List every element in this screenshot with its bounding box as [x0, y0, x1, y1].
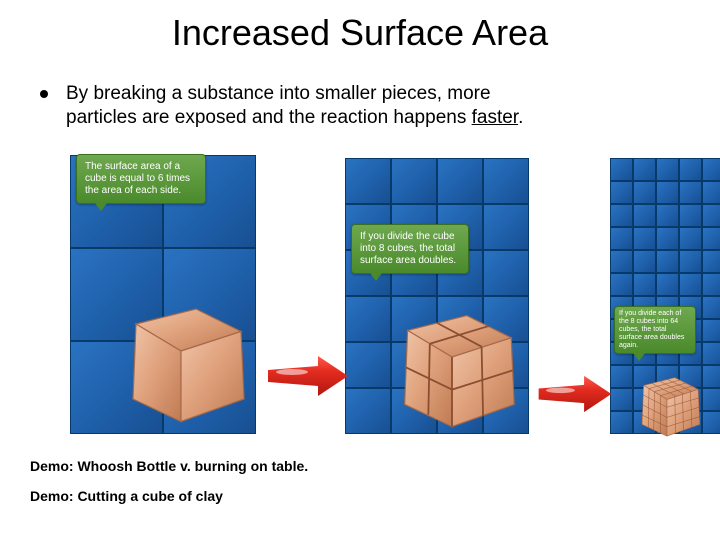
bullet-prefix: By breaking a substance into smaller pie… [66, 83, 491, 128]
grid-cell [483, 158, 529, 204]
grid-cell [656, 227, 679, 250]
grid-cell [679, 227, 702, 250]
grid-cell [345, 158, 391, 204]
grid-cell [610, 158, 633, 181]
grid-cell [437, 158, 483, 204]
bullet-text: By breaking a substance into smaller pie… [66, 82, 526, 130]
grid-cell [610, 181, 633, 204]
demo-list: Demo: Whoosh Bottle v. burning on table.… [30, 458, 308, 518]
callout-1: The surface area of a cube is equal to 6… [76, 154, 206, 204]
grid-cell [483, 204, 529, 250]
arrow-2-icon [536, 374, 614, 419]
grid-cell [656, 250, 679, 273]
grid-cell [702, 158, 720, 181]
grid-cell [702, 181, 720, 204]
grid-cell [656, 158, 679, 181]
grid-cell [679, 181, 702, 204]
grid-cell [679, 158, 702, 181]
grid-cell [702, 273, 720, 296]
diagram-container: The surface area of a cube is equal to 6… [70, 144, 710, 434]
grid-cell [610, 250, 633, 273]
cube-single [106, 279, 256, 434]
grid-cell [633, 273, 656, 296]
grid-cell [702, 227, 720, 250]
grid-cell [610, 204, 633, 227]
cube-eight [378, 286, 526, 439]
grid-cell [702, 296, 720, 319]
grid-cell [679, 250, 702, 273]
grid-cell [656, 204, 679, 227]
callout-3: If you divide each of the 8 cubes into 6… [614, 306, 696, 354]
grid-cell [702, 204, 720, 227]
bullet-emphasis: faster [472, 107, 518, 128]
bullet-suffix: . [518, 107, 523, 128]
grid-cell [702, 319, 720, 342]
bullet-item: By breaking a substance into smaller pie… [0, 54, 720, 130]
grid-cell [610, 273, 633, 296]
grid-cell [633, 250, 656, 273]
grid-cell [633, 204, 656, 227]
grid-cell [656, 181, 679, 204]
arrow-1-icon [268, 354, 348, 403]
demo-line: Demo: Whoosh Bottle v. burning on table. [30, 458, 308, 474]
grid-cell [633, 181, 656, 204]
grid-cell [633, 227, 656, 250]
page-title: Increased Surface Area [0, 0, 720, 54]
callout-2: If you divide the cube into 8 cubes, the… [351, 224, 469, 274]
grid-cell [656, 273, 679, 296]
grid-cell [610, 227, 633, 250]
grid-cell [679, 204, 702, 227]
cube-many [628, 362, 706, 445]
grid-cell [391, 158, 437, 204]
demo-line: Demo: Cutting a cube of clay [30, 488, 308, 504]
grid-cell [702, 250, 720, 273]
grid-cell [633, 158, 656, 181]
bullet-dot-icon [40, 90, 48, 98]
grid-cell [679, 273, 702, 296]
